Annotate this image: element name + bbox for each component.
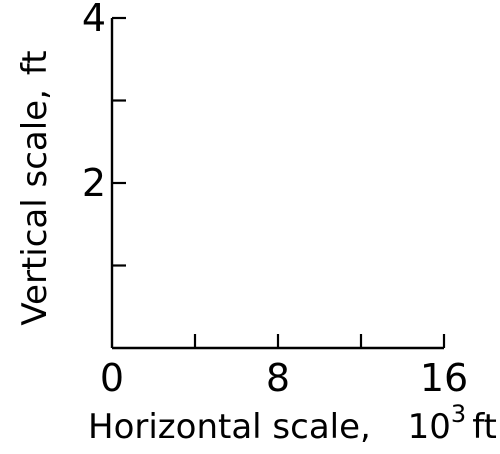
y-axis-title: Vertical scale, ft [15, 50, 55, 325]
x-tick-label: 0 [100, 356, 124, 400]
x-axis-unit: ft [472, 407, 497, 447]
y-tick-label: 4 [82, 0, 106, 40]
x-ticks: 0 8 16 [100, 334, 468, 400]
x-axis-unit-base: 10 [408, 407, 451, 447]
x-axis-label: Horizontal scale, [88, 407, 371, 447]
x-axis-unit-exponent: 3 [451, 400, 466, 428]
x-axis-title: Horizontal scale, 103 ft [88, 400, 497, 447]
y-axis-label: Vertical scale, [15, 89, 55, 326]
y-tick-label: 2 [82, 161, 106, 205]
y-axis-unit: ft [15, 50, 55, 75]
axes [110, 18, 444, 350]
x-tick-label: 16 [420, 356, 468, 400]
x-tick-label: 8 [266, 356, 290, 400]
y-ticks: 24 [82, 0, 126, 267]
